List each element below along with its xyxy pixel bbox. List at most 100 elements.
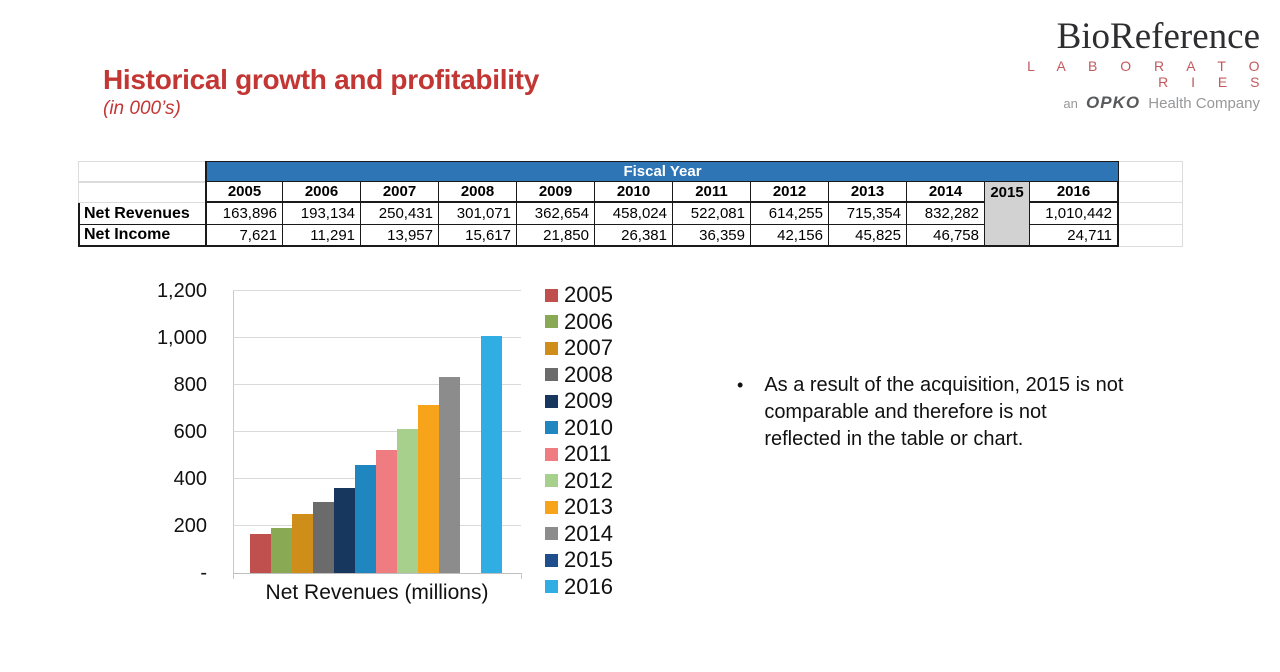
table-value-cell: 7,621	[205, 225, 283, 247]
legend-color-chip	[545, 553, 558, 567]
bar-2011	[376, 450, 397, 573]
year-header-2016: 2016	[1030, 182, 1119, 203]
legend-color-chip	[545, 474, 558, 488]
table-ghost-cell	[1119, 203, 1183, 225]
bar-2010	[355, 465, 376, 573]
note-line: As a result of the acquisition, 2015 is …	[764, 374, 1124, 396]
legend-color-chip	[545, 394, 558, 408]
bar-2006	[271, 528, 292, 573]
legend-label: 2009	[564, 388, 613, 414]
year-header-2010: 2010	[595, 182, 673, 203]
table-value-cell: 26,381	[595, 225, 673, 247]
legend-color-chip	[545, 421, 558, 435]
legend-color-chip	[545, 580, 558, 594]
table-value-cell: 21,850	[517, 225, 595, 247]
legend-color-chip	[545, 527, 558, 541]
year-header-2007: 2007	[361, 182, 439, 203]
legend-color-chip	[545, 447, 558, 461]
logo-opko-wordmark: OPKO	[1086, 93, 1141, 112]
legend-label: 2014	[564, 520, 613, 546]
table-value-cell: 193,134	[283, 203, 361, 225]
legend-label: 2005	[564, 282, 613, 308]
legend-item-2006: 2006	[545, 309, 613, 336]
table-value-cell: 250,431	[361, 203, 439, 225]
table-value-cell: 614,255	[751, 203, 829, 225]
note-text: As a result of the acquisition, 2015 is …	[764, 372, 1123, 453]
note-line: reflected in the table or chart.	[764, 428, 1024, 450]
table-value-cell: 1,010,442	[1030, 203, 1119, 225]
legend-item-2014: 2014	[545, 521, 613, 548]
net-revenues-bar-chart: Net Revenues (millions) - 200 400 600 800 1,0…	[140, 280, 540, 620]
legend-color-chip	[545, 368, 558, 382]
chart-legend: 2005 2006 2007 2008 2009 2010 2011 2012 2013 2014…	[545, 282, 613, 600]
legend-label: 2008	[564, 361, 613, 387]
legend-color-chip	[545, 315, 558, 329]
year-header-2005: 2005	[205, 182, 283, 203]
chart-gridline	[233, 431, 521, 432]
bar-2008	[313, 502, 334, 573]
legend-label: 2010	[564, 414, 613, 440]
note-bullet-item: • As a result of the acquisition, 2015 i…	[737, 372, 1123, 453]
legend-color-chip	[545, 341, 558, 355]
legend-item-2007: 2007	[545, 335, 613, 362]
table-value-cell: 715,354	[829, 203, 907, 225]
y-axis-tick-label: 200	[173, 515, 207, 537]
table-value-cell: 301,071	[439, 203, 517, 225]
table-value-cell: 46,758	[907, 225, 985, 247]
note-line: comparable and therefore is not	[764, 401, 1047, 423]
row-label-net-revenues: Net Revenues	[78, 203, 205, 225]
legend-color-chip	[545, 500, 558, 514]
table-value-cell: 24,711	[1030, 225, 1119, 247]
year-header-2013: 2013	[829, 182, 907, 203]
table-value-cell: 36,359	[673, 225, 751, 247]
year-header-muted-2015: 2015	[985, 182, 1030, 247]
legend-label: 2013	[564, 494, 613, 520]
table-value-cell: 832,282	[907, 203, 985, 225]
chart-gridline	[233, 337, 521, 338]
chart-y-axis-line	[233, 291, 234, 579]
legend-item-2012: 2012	[545, 468, 613, 495]
table-empty-cell	[78, 182, 205, 203]
logo-laboratories-text: L A B O R A T O R I E S	[1027, 58, 1269, 90]
table-corner-cell	[78, 161, 205, 182]
bar-2014	[439, 377, 460, 573]
table-ghost-cell	[1119, 182, 1183, 203]
legend-label: 2011	[564, 441, 612, 467]
legend-item-2008: 2008	[545, 362, 613, 389]
table-value-cell: 163,896	[205, 203, 283, 225]
fiscal-year-header: Fiscal Year	[205, 161, 1119, 182]
table-ghost-cell	[1119, 161, 1183, 182]
bar-2007	[292, 514, 313, 573]
legend-item-2016: 2016	[545, 574, 613, 601]
legend-label: 2012	[564, 467, 613, 493]
bar-2009	[334, 488, 355, 573]
legend-label: 2006	[564, 308, 613, 334]
legend-color-chip	[545, 288, 558, 302]
table-value-cell: 522,081	[673, 203, 751, 225]
page-subtitle: (in 000’s)	[103, 98, 181, 119]
bar-2013	[418, 405, 439, 573]
year-header-2008: 2008	[439, 182, 517, 203]
chart-gridline	[233, 384, 521, 385]
y-axis-tick-label: 1,200	[156, 280, 207, 302]
bullet-marker: •	[737, 375, 744, 395]
year-header-2014: 2014	[907, 182, 985, 203]
year-header-2011: 2011	[673, 182, 751, 203]
bar-2012	[397, 429, 418, 573]
title-block: Historical growth and profitability (in …	[103, 64, 539, 120]
page-title: Historical growth and profitability	[103, 64, 539, 95]
table-value-cell: 13,957	[361, 225, 439, 247]
fiscal-year-table: Fiscal Year 2005 2006 2007 2008 2009 2010 2011 2…	[78, 161, 1183, 247]
y-axis-tick-label: 1,000	[156, 327, 207, 349]
legend-item-2015: 2015	[545, 547, 613, 574]
table-value-cell: 15,617	[439, 225, 517, 247]
table-value-cell: 458,024	[595, 203, 673, 225]
table-value-cell: 362,654	[517, 203, 595, 225]
logo-tagline-suffix: Health Company	[1148, 95, 1260, 112]
legend-item-2011: 2011	[545, 441, 613, 468]
company-logo: BioReference L A B O R A T O R I E S an …	[1000, 18, 1260, 113]
chart-gridline	[233, 290, 521, 291]
year-header-2006: 2006	[283, 182, 361, 203]
table-value-cell: 42,156	[751, 225, 829, 247]
y-axis-tick-label: 800	[173, 374, 207, 396]
